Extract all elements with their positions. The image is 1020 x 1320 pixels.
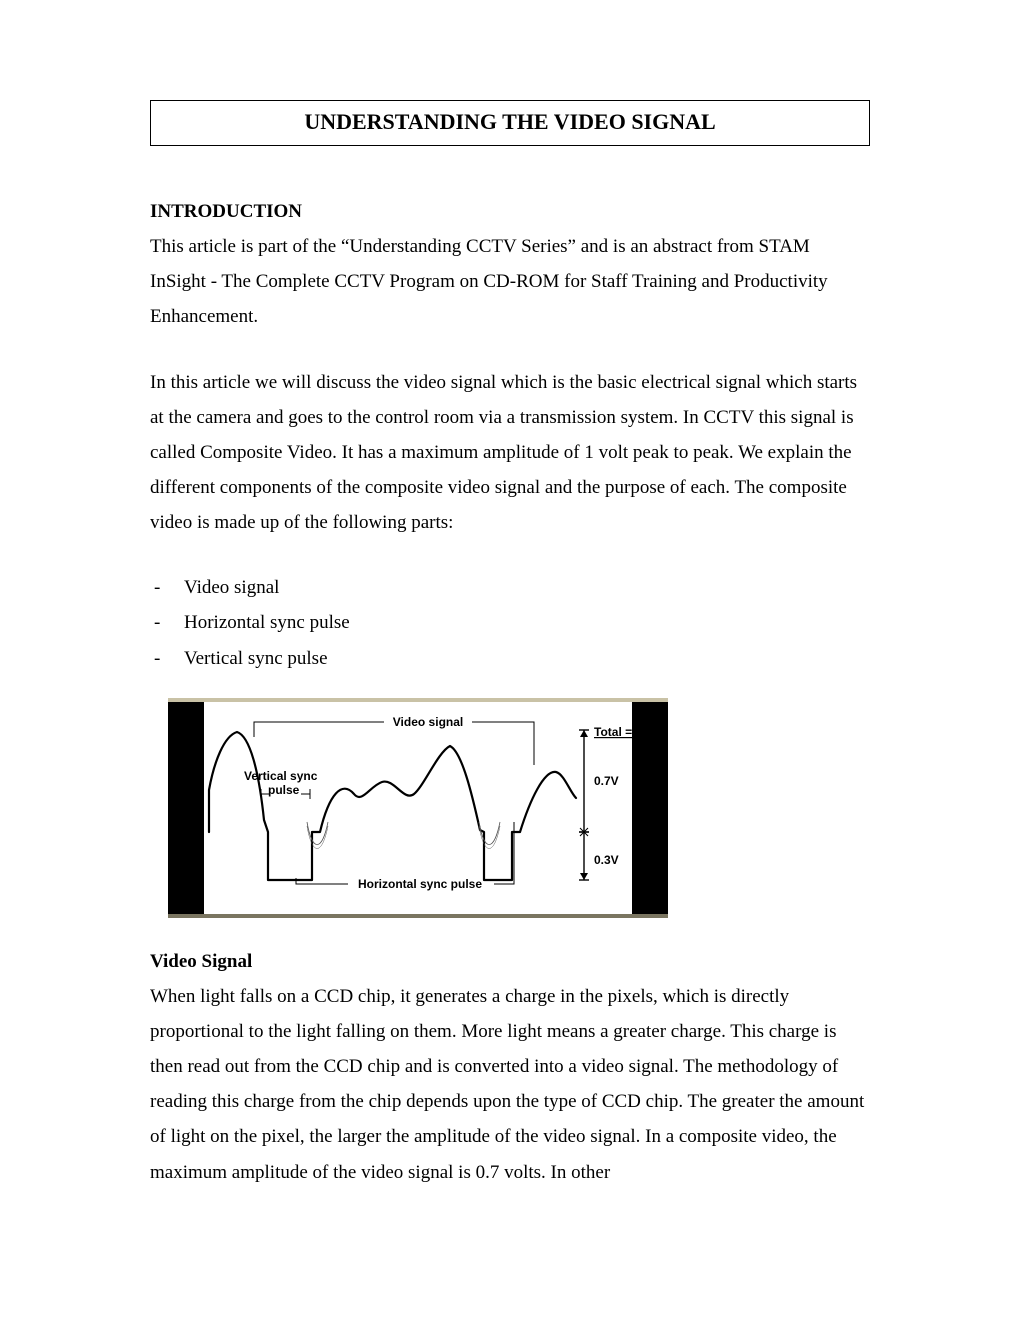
bullet-text: Vertical sync pulse (184, 648, 328, 669)
figure-border-right (632, 702, 668, 914)
figure-border-left (168, 702, 204, 914)
figure-frame: Video signal Vertical syncpulse Horizontal… (168, 698, 668, 918)
list-item: Video signal (150, 570, 870, 605)
bullet-text: Video signal (184, 577, 279, 598)
svg-text:pulse: pulse (268, 783, 300, 797)
svg-text:Vertical sync: Vertical sync (244, 769, 318, 783)
video-signal-heading: Video Signal (150, 951, 252, 972)
svg-text:Horizontal sync pulse: Horizontal sync pulse (358, 877, 482, 891)
spacer (150, 540, 870, 570)
list-item: Horizontal sync pulse (150, 605, 870, 640)
video-signal-paragraph-1: When light falls on a CCD chip, it gener… (150, 979, 870, 1190)
page: UNDERSTANDING THE VIDEO SIGNAL INTRODUCT… (0, 0, 1020, 1320)
section-heading-introduction: INTRODUCTION (150, 194, 870, 229)
spacer (150, 335, 870, 365)
introduction-heading: INTRODUCTION (150, 201, 302, 222)
svg-text:Video signal: Video signal (393, 715, 463, 729)
svg-text:Total = 1 V: Total = 1 V (594, 725, 632, 739)
figure-composite-video: Video signal Vertical syncpulse Horizontal… (150, 698, 870, 918)
waveform-svg: Video signal Vertical syncpulse Horizontal… (204, 702, 632, 914)
bullet-text: Horizontal sync pulse (184, 612, 350, 633)
document-title: UNDERSTANDING THE VIDEO SIGNAL (304, 109, 715, 134)
figure-canvas: Video signal Vertical syncpulse Horizontal… (204, 702, 632, 914)
document-title-box: UNDERSTANDING THE VIDEO SIGNAL (150, 100, 870, 146)
intro-paragraph-2: In this article we will discuss the vide… (150, 365, 870, 541)
intro-paragraph-1: This article is part of the “Understandi… (150, 229, 870, 334)
section-heading-video-signal: Video Signal (150, 944, 870, 979)
svg-text:0.3V: 0.3V (594, 853, 619, 867)
svg-text:0.7V: 0.7V (594, 774, 619, 788)
list-item: Vertical sync pulse (150, 641, 870, 676)
intro-bullet-list: Video signal Horizontal sync pulse Verti… (150, 570, 870, 675)
